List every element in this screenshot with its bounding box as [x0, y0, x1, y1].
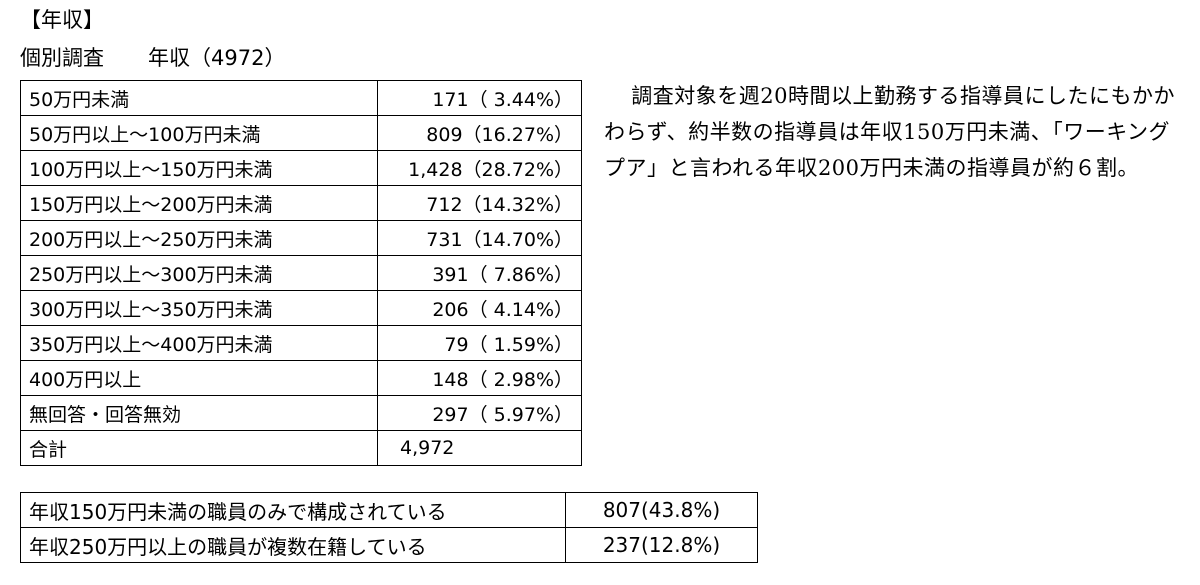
value-cell: 731（14.70%） [377, 220, 582, 256]
value-cell: 171（ 3.44%） [377, 80, 582, 116]
value-cell: 1,428（28.72%） [377, 150, 582, 186]
staff-table: 年収150万円未満の職員のみで構成されている 807(43.8%) 年収250万円以… [20, 492, 758, 563]
value-cell: 809（16.27%） [377, 115, 582, 151]
subtitle-line: 個別調査 年収（4972） [20, 42, 285, 72]
title: 【年収】 [20, 8, 104, 32]
value-cell: 712（14.32%） [377, 185, 582, 221]
label-cell: 合計 [20, 430, 378, 466]
value-cell: 148（ 2.98%） [377, 360, 582, 396]
label-cell: 300万円以上～350万円未満 [20, 290, 378, 326]
label-cell: 年収150万円未満の職員のみで構成されている [20, 492, 566, 528]
value-cell: 391（ 7.86%） [377, 255, 582, 291]
table-row: 100万円以上～150万円未満 1,428（28.72%） [20, 150, 582, 186]
subtitle-note: 年収（4972） [148, 46, 286, 70]
value-cell: 297（ 5.97%） [377, 395, 582, 431]
label-cell: 400万円以上 [20, 360, 378, 396]
label-cell: 200万円以上～250万円未満 [20, 220, 378, 256]
table-row: 無回答・回答無効 297（ 5.97%） [20, 395, 582, 431]
label-cell: 50万円未満 [20, 80, 378, 116]
table-row: 年収250万円以上の職員が複数在籍している 237(12.8%) [20, 527, 758, 563]
table-row: 50万円未満 171（ 3.44%） [20, 80, 582, 116]
income-table: 50万円未満 171（ 3.44%） 50万円以上～100万円未満 809（16.27… [20, 80, 582, 466]
value-cell: 237(12.8%) [565, 527, 758, 563]
subtitle: 個別調査 [20, 46, 104, 70]
label-cell: 年収250万円以上の職員が複数在籍している [20, 527, 566, 563]
label-cell: 100万円以上～150万円未満 [20, 150, 378, 186]
label-cell: 350万円以上～400万円未満 [20, 325, 378, 361]
table-row: 350万円以上～400万円未満 79（ 1.59%） [20, 325, 582, 361]
note: 調査対象を週20時間以上勤務する指導員にしたにもかかわらず、約半数の指導員は年収… [604, 84, 1176, 180]
value-cell: 206（ 4.14%） [377, 290, 582, 326]
table-row: 250万円以上～300万円未満 391（ 7.86%） [20, 255, 582, 291]
table-row: 200万円以上～250万円未満 731（14.70%） [20, 220, 582, 256]
value-cell: 807(43.8%) [565, 492, 758, 528]
label-cell: 150万円以上～200万円未満 [20, 185, 378, 221]
table-row: 50万円以上～100万円未満 809（16.27%） [20, 115, 582, 151]
value-cell: 4,972 [377, 430, 582, 466]
table-row: 300万円以上～350万円未満 206（ 4.14%） [20, 290, 582, 326]
table-row: 400万円以上 148（ 2.98%） [20, 360, 582, 396]
total-row: 合計 4,972 [20, 430, 582, 466]
label-cell: 無回答・回答無効 [20, 395, 378, 431]
table-row: 年収150万円未満の職員のみで構成されている 807(43.8%) [20, 492, 758, 528]
label-cell: 50万円以上～100万円未満 [20, 115, 378, 151]
value-cell: 79（ 1.59%） [377, 325, 582, 361]
label-cell: 250万円以上～300万円未満 [20, 255, 378, 291]
table-row: 150万円以上～200万円未満 712（14.32%） [20, 185, 582, 221]
